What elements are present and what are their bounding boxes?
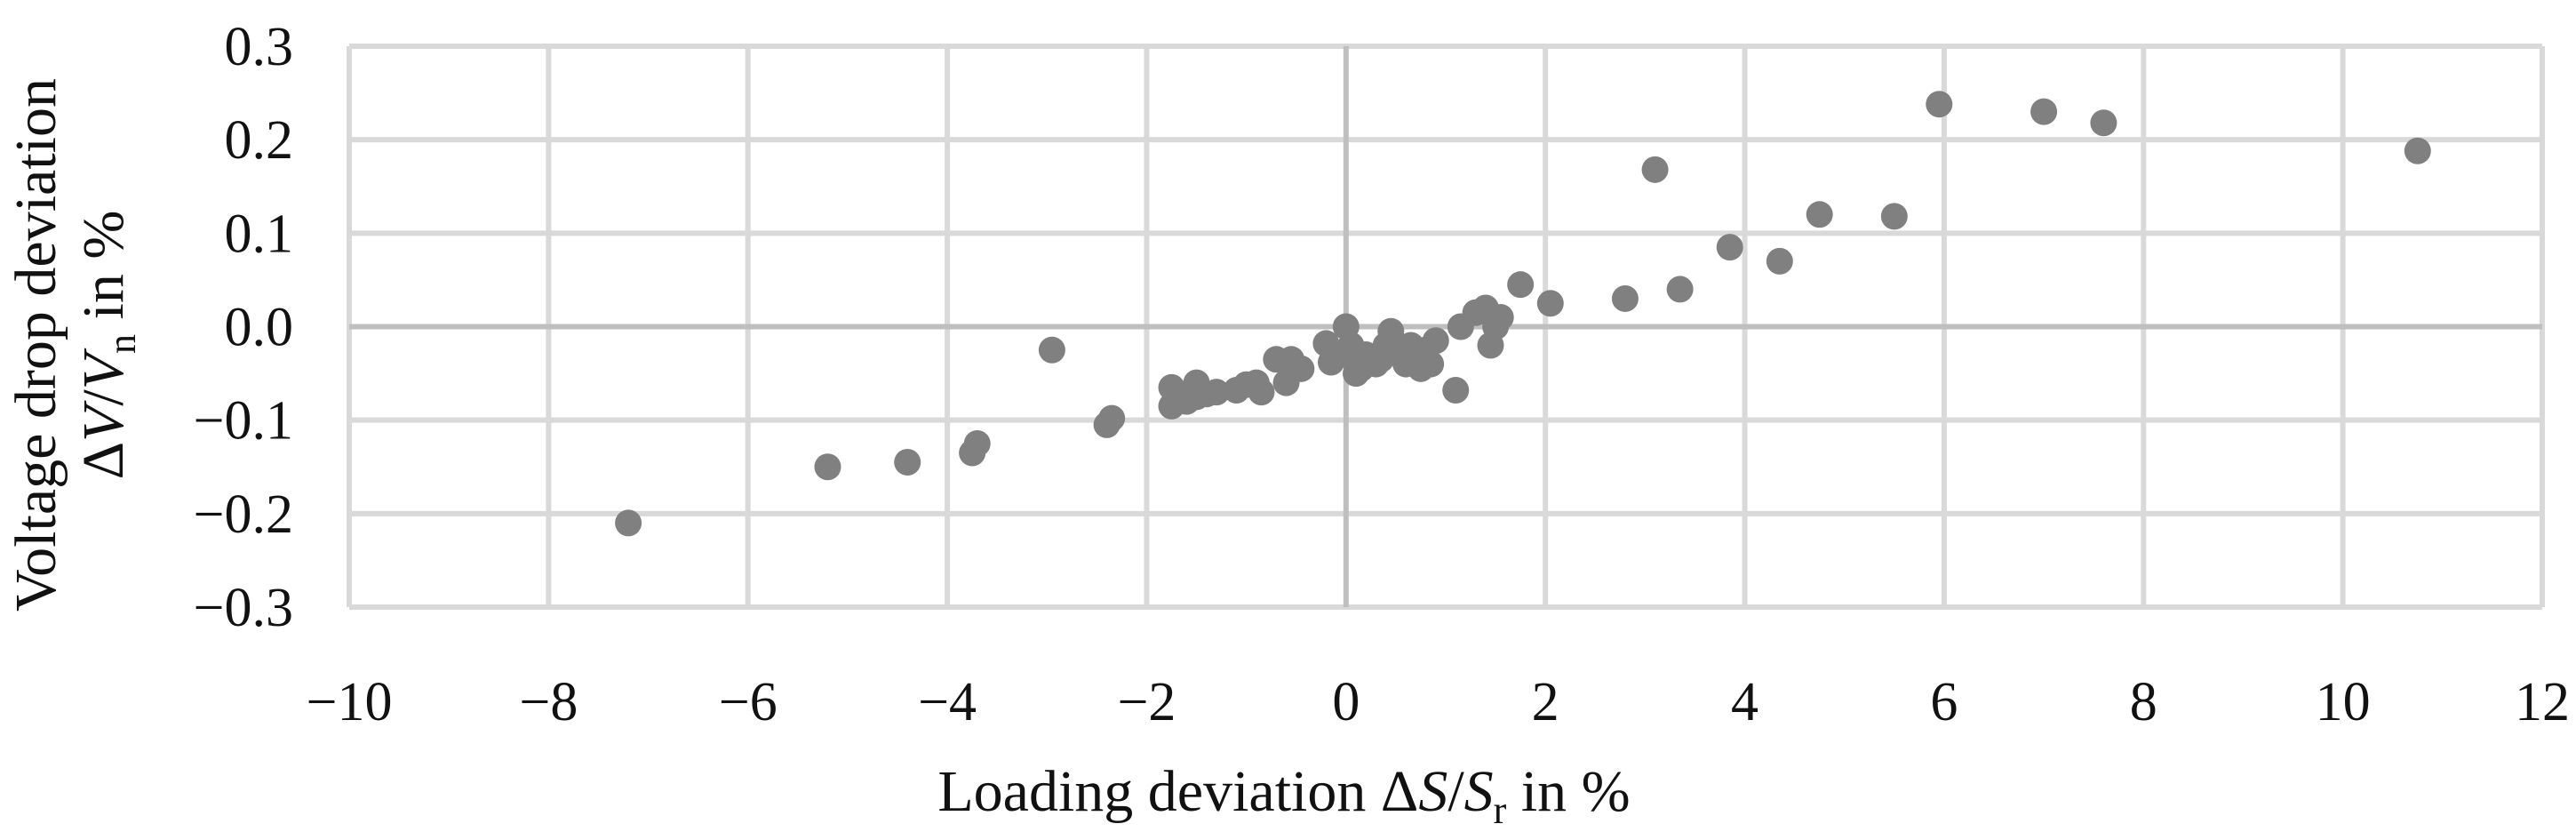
x-tick-label: −10 xyxy=(307,672,393,732)
data-point xyxy=(1880,203,1908,230)
data-point xyxy=(1611,284,1639,312)
data-point xyxy=(615,509,642,537)
data-point xyxy=(1806,201,1833,228)
data-points xyxy=(615,91,2431,537)
x-tick-labels: −10 −8 −6 −4 −2 0 2 4 6 8 10 12 xyxy=(307,672,2570,732)
data-point xyxy=(1666,276,1694,303)
data-point xyxy=(1487,303,1514,331)
x-tick-label: 8 xyxy=(2130,672,2157,732)
x-tick-label: −8 xyxy=(519,672,578,732)
x-axis-title: Loading deviation ΔS/Sr in % xyxy=(937,759,1630,832)
data-point xyxy=(1422,327,1449,355)
x-tick-label: −2 xyxy=(1117,672,1176,732)
y-tick-label: −0.2 xyxy=(194,484,293,545)
data-point xyxy=(2030,98,2058,125)
grid xyxy=(347,44,2545,610)
data-point xyxy=(814,453,841,481)
zero-axes xyxy=(349,46,2542,607)
data-point xyxy=(2404,137,2431,164)
data-point xyxy=(2090,109,2117,137)
y-tick-label: 0.2 xyxy=(225,110,294,171)
x-tick-label: 10 xyxy=(2316,672,2371,732)
x-tick-label: 4 xyxy=(1731,672,1759,732)
data-point xyxy=(1716,234,1743,261)
data-point xyxy=(1202,379,1230,406)
x-tick-label: −6 xyxy=(719,672,778,732)
data-point xyxy=(963,429,991,457)
data-point xyxy=(1098,404,1126,432)
y-tick-labels: 0.3 0.2 0.1 0.0 −0.1 −0.2 −0.3 xyxy=(194,17,293,638)
data-point xyxy=(1641,156,1669,183)
data-point xyxy=(1507,271,1535,299)
y-tick-label: 0.1 xyxy=(225,204,294,264)
x-tick-label: 6 xyxy=(1930,672,1958,732)
x-tick-label: 12 xyxy=(2515,672,2570,732)
data-point xyxy=(1248,379,1275,406)
y-axis-title-line1: Voltage drop deviation xyxy=(4,78,68,612)
data-point xyxy=(1038,336,1065,364)
y-tick-label: −0.1 xyxy=(194,391,293,452)
x-tick-label: −4 xyxy=(918,672,977,732)
x-tick-label: 2 xyxy=(1532,672,1559,732)
data-point xyxy=(1926,91,1953,118)
data-point xyxy=(1536,290,1564,317)
data-point xyxy=(894,448,921,476)
y-tick-label: 0.0 xyxy=(225,298,294,358)
x-tick-label: 0 xyxy=(1332,672,1360,732)
y-tick-label: −0.3 xyxy=(194,578,293,638)
data-point xyxy=(1442,377,1470,404)
y-tick-label: 0.3 xyxy=(225,17,294,77)
data-point xyxy=(1417,350,1445,378)
data-point xyxy=(1766,247,1793,275)
data-point xyxy=(1288,355,1315,382)
y-axis-title-line2: ΔV/Vn in % xyxy=(71,211,144,480)
